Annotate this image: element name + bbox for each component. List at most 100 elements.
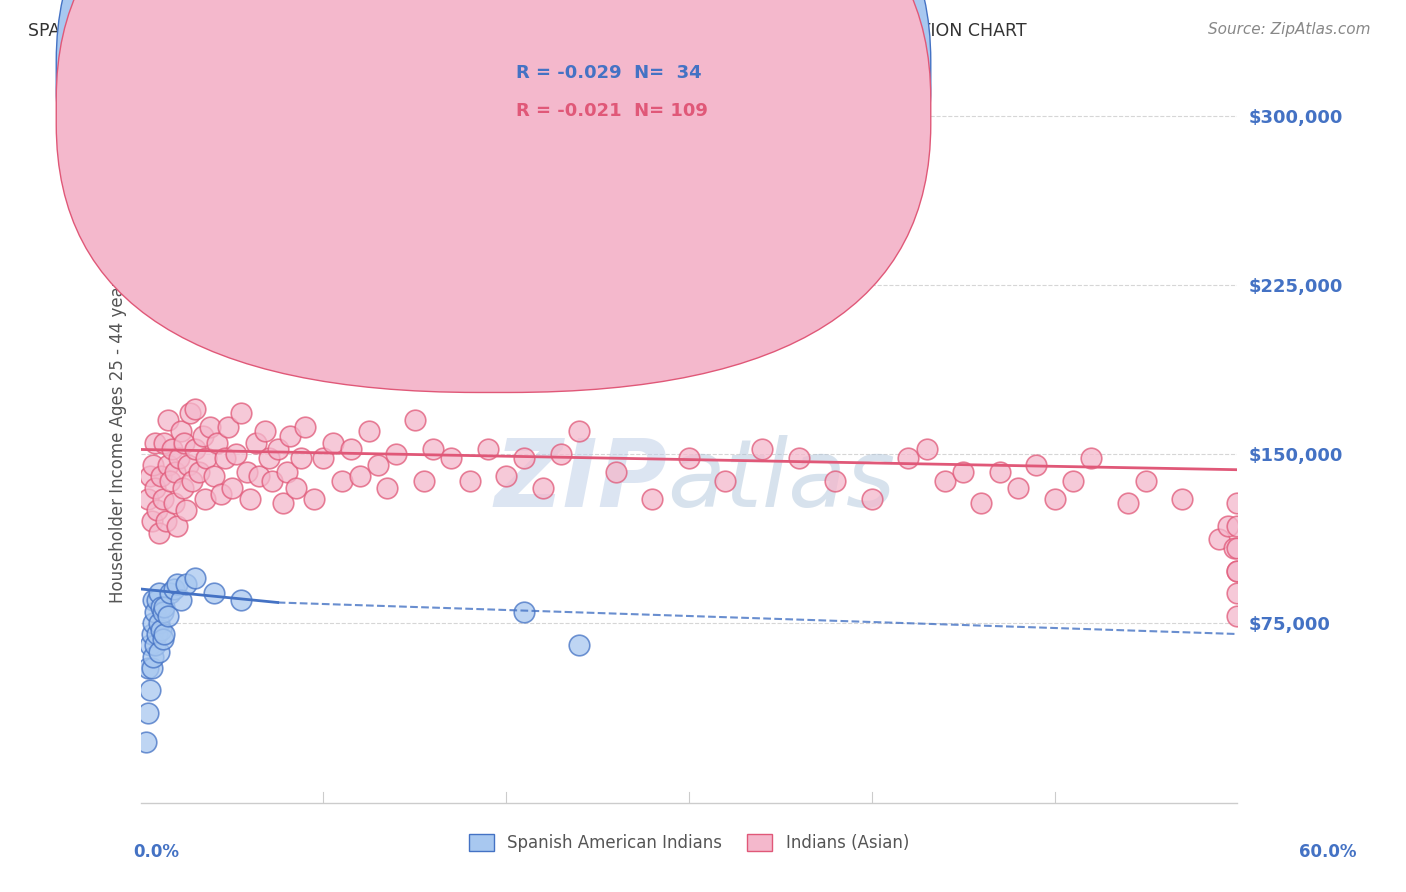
Point bbox=[294, 420, 316, 434]
Point bbox=[1226, 586, 1249, 600]
Point bbox=[678, 451, 700, 466]
Point bbox=[235, 465, 257, 479]
Point bbox=[141, 661, 163, 675]
Point bbox=[149, 623, 172, 637]
Point bbox=[276, 465, 298, 479]
Point bbox=[531, 481, 554, 495]
Point bbox=[214, 451, 236, 466]
Point bbox=[231, 593, 253, 607]
Point bbox=[550, 447, 572, 461]
Point bbox=[148, 586, 170, 600]
Point bbox=[209, 487, 232, 501]
Point bbox=[239, 491, 262, 506]
Point bbox=[202, 586, 225, 600]
Point bbox=[367, 458, 389, 473]
Point bbox=[641, 491, 664, 506]
Point bbox=[321, 435, 344, 450]
Point bbox=[179, 407, 201, 421]
Point bbox=[284, 481, 308, 495]
Point bbox=[231, 407, 253, 421]
Point bbox=[1025, 458, 1047, 473]
Point bbox=[257, 451, 280, 466]
Point bbox=[1226, 496, 1249, 510]
Point bbox=[377, 481, 399, 495]
Point bbox=[173, 435, 195, 450]
Point bbox=[141, 627, 163, 641]
Point bbox=[160, 442, 183, 457]
Text: atlas: atlas bbox=[666, 435, 896, 526]
Point bbox=[195, 451, 218, 466]
Point bbox=[152, 632, 174, 646]
Point bbox=[385, 447, 408, 461]
Point bbox=[1116, 496, 1139, 510]
Point bbox=[135, 735, 157, 749]
Point bbox=[138, 469, 162, 483]
Point bbox=[1226, 519, 1249, 533]
Point bbox=[143, 435, 166, 450]
Point bbox=[915, 442, 938, 457]
Text: SPANISH AMERICAN INDIAN VS INDIAN (ASIAN) HOUSEHOLDER INCOME AGES 25 - 44 YEARS : SPANISH AMERICAN INDIAN VS INDIAN (ASIAN… bbox=[28, 22, 1026, 40]
Point bbox=[157, 458, 180, 473]
Point bbox=[714, 474, 737, 488]
Point bbox=[162, 582, 184, 596]
Point bbox=[253, 425, 276, 439]
Point bbox=[249, 469, 271, 483]
Point bbox=[174, 577, 197, 591]
Point bbox=[136, 661, 159, 675]
Point bbox=[860, 491, 883, 506]
Point bbox=[138, 638, 162, 652]
Point bbox=[970, 496, 993, 510]
Point bbox=[170, 425, 193, 439]
Point bbox=[148, 525, 170, 540]
Point bbox=[349, 469, 371, 483]
Text: 60.0%: 60.0% bbox=[1299, 843, 1357, 861]
Point bbox=[1226, 564, 1249, 578]
Point bbox=[568, 425, 591, 439]
Point bbox=[267, 442, 290, 457]
Point bbox=[174, 503, 197, 517]
Point bbox=[513, 605, 536, 619]
Point bbox=[172, 481, 194, 495]
Text: R = -0.029  N=  34: R = -0.029 N= 34 bbox=[516, 64, 702, 82]
Point bbox=[280, 429, 302, 443]
Point bbox=[177, 458, 200, 473]
Point bbox=[422, 442, 444, 457]
Point bbox=[1218, 519, 1240, 533]
Point bbox=[152, 605, 174, 619]
Point bbox=[157, 609, 180, 624]
Point bbox=[152, 491, 174, 506]
Text: Source: ZipAtlas.com: Source: ZipAtlas.com bbox=[1208, 22, 1371, 37]
Point bbox=[191, 429, 214, 443]
Point bbox=[271, 496, 294, 510]
Point bbox=[159, 474, 181, 488]
Point bbox=[824, 474, 846, 488]
Point bbox=[1171, 491, 1194, 506]
Point bbox=[312, 451, 335, 466]
Point bbox=[148, 645, 170, 659]
Point bbox=[180, 474, 202, 488]
Point bbox=[495, 469, 517, 483]
Point bbox=[170, 593, 193, 607]
Point bbox=[143, 481, 166, 495]
Point bbox=[153, 435, 176, 450]
Point bbox=[136, 706, 159, 720]
Point bbox=[1007, 481, 1029, 495]
Point bbox=[988, 465, 1011, 479]
Point bbox=[225, 447, 247, 461]
Point bbox=[207, 435, 229, 450]
Point bbox=[1226, 564, 1249, 578]
Point bbox=[897, 451, 920, 466]
Point bbox=[136, 491, 159, 506]
Point bbox=[513, 451, 536, 466]
Point bbox=[162, 496, 184, 510]
Point bbox=[166, 519, 188, 533]
Point bbox=[221, 481, 243, 495]
Point bbox=[153, 599, 176, 614]
Point bbox=[184, 442, 207, 457]
Point bbox=[404, 413, 426, 427]
Point bbox=[146, 627, 169, 641]
Point bbox=[1080, 451, 1102, 466]
Point bbox=[1226, 541, 1249, 556]
Point bbox=[1062, 474, 1084, 488]
Point bbox=[202, 469, 225, 483]
